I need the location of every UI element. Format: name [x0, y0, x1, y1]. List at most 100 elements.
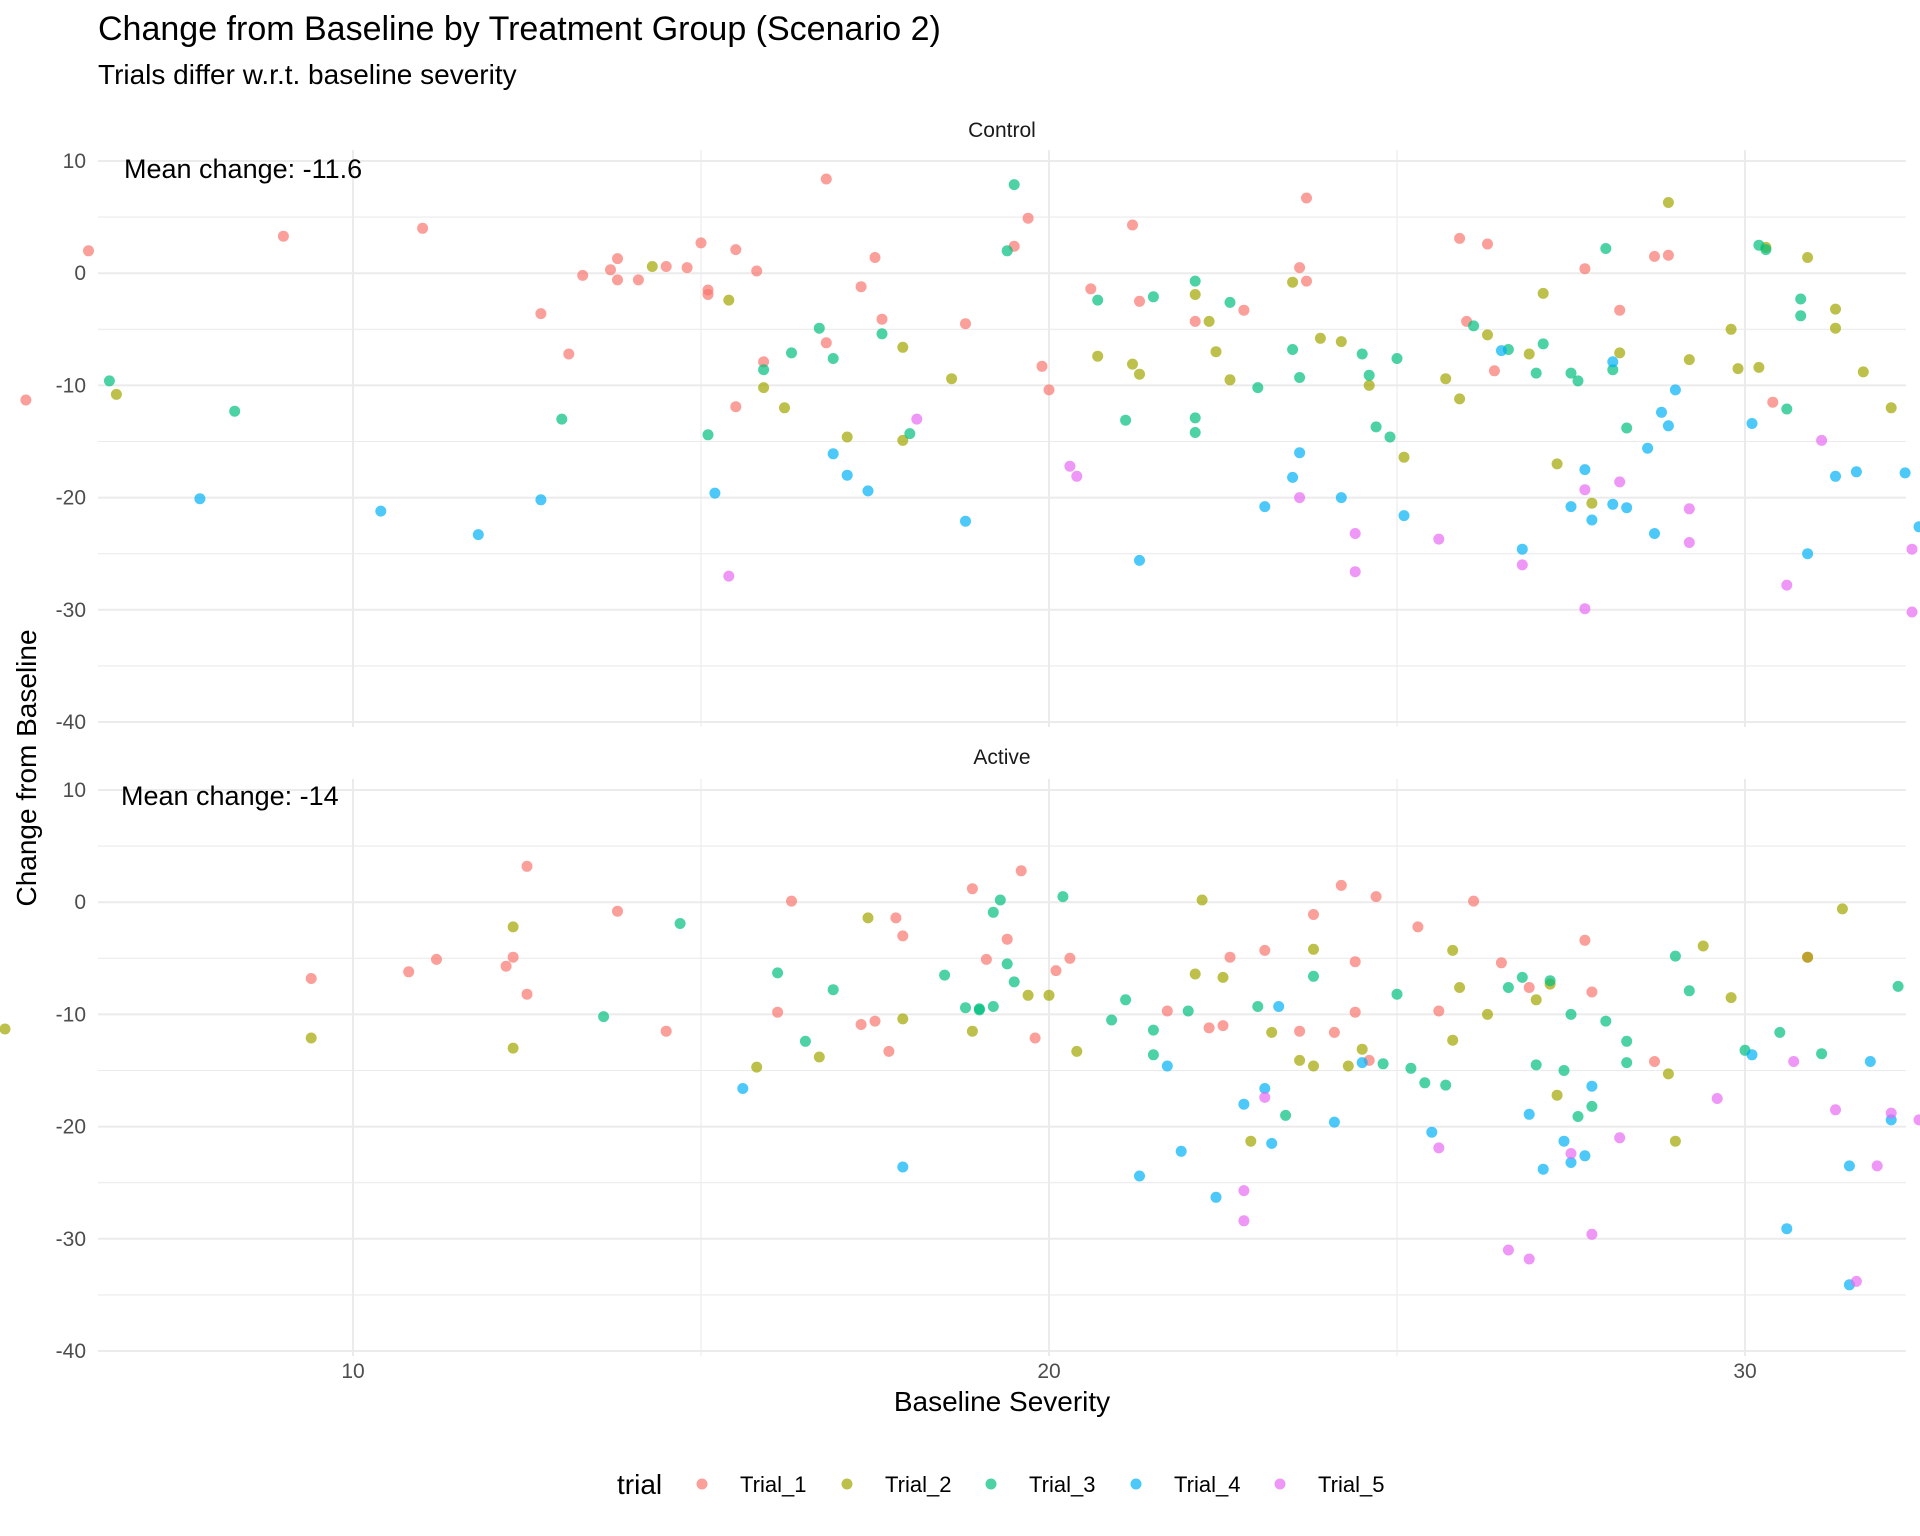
data-point: [1843, 1160, 1855, 1172]
data-point: [1614, 1132, 1626, 1144]
chart-subtitle: Trials differ w.r.t. baseline severity: [98, 59, 517, 90]
data-point: [1586, 1080, 1598, 1092]
data-point: [1252, 382, 1264, 394]
data-point: [1662, 420, 1674, 432]
data-point: [1558, 1065, 1570, 1076]
data-point: [1795, 293, 1807, 305]
data-point: [1614, 476, 1626, 488]
data-point: [1614, 304, 1626, 316]
data-point: [1885, 402, 1897, 414]
data-point: [1106, 1014, 1118, 1026]
data-point: [521, 860, 533, 872]
data-point: [1614, 347, 1626, 359]
data-point: [779, 402, 790, 414]
data-point: [1802, 951, 1814, 963]
data-point: [1516, 559, 1528, 571]
x-tick-label: 30: [1733, 1360, 1756, 1383]
data-point: [1134, 1170, 1145, 1182]
data-point: [1363, 379, 1375, 391]
y-tick-label: 0: [74, 262, 86, 285]
data-point: [1732, 363, 1744, 375]
x-tick-label: 20: [1037, 1360, 1060, 1383]
y-tick-labels-control: 10 0 -10 -20 -30 -40: [56, 150, 86, 734]
data-point: [1440, 373, 1452, 385]
data-point: [1127, 358, 1138, 370]
data-point: [1454, 982, 1466, 993]
chart-title: Change from Baseline by Treatment Group …: [98, 10, 941, 48]
y-tick-label: -10: [56, 1003, 86, 1026]
data-point: [83, 245, 94, 257]
data-point: [305, 1032, 317, 1044]
data-point: [1649, 1056, 1660, 1067]
data-point: [1830, 1104, 1841, 1116]
data-point: [1064, 460, 1076, 472]
data-point: [1565, 367, 1577, 379]
legend-item-trial_3: Trial_3: [985, 1472, 1095, 1497]
points-active: [0, 860, 1920, 1291]
data-point: [1071, 1045, 1083, 1057]
data-point: [1830, 470, 1841, 482]
facet-label-control: Control: [968, 119, 1036, 142]
legend-label: Trial_3: [1029, 1472, 1095, 1497]
data-point: [472, 529, 484, 541]
data-point: [1301, 192, 1312, 204]
data-point: [598, 1011, 610, 1023]
data-point: [1642, 442, 1654, 454]
data-point: [1537, 1163, 1549, 1175]
data-point: [1558, 1135, 1570, 1147]
data-point: [1134, 368, 1145, 380]
data-point: [1885, 1107, 1897, 1119]
data-point: [1335, 336, 1347, 348]
data-point: [1669, 1135, 1681, 1147]
data-point: [612, 274, 623, 286]
legend-item-trial_1: Trial_1: [696, 1472, 806, 1497]
data-point: [1899, 467, 1911, 479]
data-point: [1043, 384, 1055, 396]
data-point: [1725, 323, 1737, 335]
legend-items: Trial_1 Trial_2 Trial_3 Trial_4 Trial_5: [696, 1472, 1384, 1497]
data-point: [897, 1013, 909, 1025]
data-point: [1683, 537, 1695, 548]
data-point: [897, 930, 909, 942]
data-point: [1287, 344, 1299, 355]
data-point: [1426, 1126, 1438, 1138]
data-point: [660, 1025, 672, 1037]
legend-key: [1274, 1478, 1286, 1490]
legend: trial Trial_1 Trial_2 Trial_3 Trial_4 Trial_…: [617, 1469, 1384, 1500]
data-point: [1621, 1057, 1633, 1069]
data-point: [1356, 348, 1368, 360]
data-point: [535, 308, 547, 320]
data-point: [1127, 219, 1138, 231]
data-point: [1314, 332, 1326, 344]
data-point: [1175, 1145, 1187, 1157]
data-point: [1788, 1056, 1800, 1067]
data-point: [1857, 366, 1869, 378]
data-point: [1064, 952, 1076, 964]
data-point: [869, 1015, 881, 1027]
data-point: [1565, 1008, 1577, 1020]
data-point: [1189, 968, 1201, 980]
data-point: [1579, 464, 1591, 476]
data-point: [1120, 994, 1132, 1006]
data-point: [1662, 197, 1674, 208]
data-point: [660, 261, 672, 272]
facet-label-active: Active: [973, 746, 1030, 769]
data-point: [1071, 470, 1083, 482]
grid-control: [98, 150, 1906, 727]
data-point: [1482, 238, 1493, 250]
data-point: [1579, 603, 1591, 615]
x-axis-title: Baseline Severity: [894, 1386, 1110, 1417]
data-point: [1802, 548, 1814, 560]
data-point: [1203, 1022, 1215, 1034]
data-point: [813, 1051, 825, 1063]
data-point: [1189, 412, 1201, 424]
data-point: [1516, 971, 1528, 983]
data-point: [605, 264, 616, 276]
data-point: [758, 364, 770, 376]
data-point: [855, 1019, 867, 1030]
data-point: [911, 413, 923, 425]
data-point: [869, 252, 881, 263]
data-point: [772, 1006, 784, 1018]
data-point: [1662, 249, 1674, 261]
data-point: [0, 1023, 11, 1035]
